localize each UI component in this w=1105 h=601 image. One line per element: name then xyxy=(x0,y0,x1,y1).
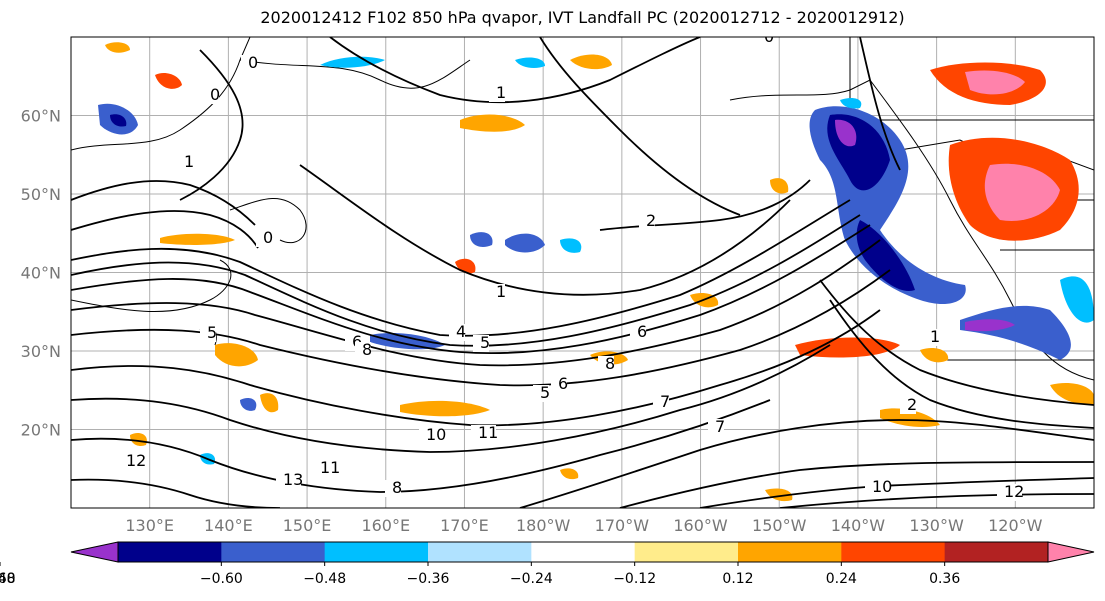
contour-label: 0 xyxy=(248,53,258,72)
contour-label: 8 xyxy=(362,340,372,359)
lon-label: 140°E xyxy=(204,516,253,535)
lon-label: 160°E xyxy=(361,516,410,535)
gridlines xyxy=(71,37,1094,508)
contour-label: 1 xyxy=(496,282,506,301)
colorbar-box xyxy=(738,542,842,562)
contour-label: 7 xyxy=(715,417,725,436)
colorbar-box xyxy=(324,542,429,562)
lon-label: 130°W xyxy=(909,516,964,535)
longitude-labels: 130°E 140°E 150°E 160°E 170°E 180°W 170°W 160°W… xyxy=(125,516,1042,535)
lon-label: 120°W xyxy=(988,516,1043,535)
contour-label: 4 xyxy=(456,322,466,341)
lon-label: 150°E xyxy=(283,516,332,535)
colorbar-box xyxy=(634,542,739,562)
contour-label: 8 xyxy=(392,478,402,497)
latitude-labels: 60°N 50°N 40°N 30°N 20°N xyxy=(21,107,61,440)
colorbar-tick-label: −0.60 xyxy=(200,571,243,587)
contour-label: 1 xyxy=(184,152,194,171)
contour-label: 12 xyxy=(1004,482,1024,501)
contour-label: 2 xyxy=(907,395,917,414)
contour-label: 5 xyxy=(207,323,217,342)
contour-label: 6 xyxy=(558,374,568,393)
contour-label: 11 xyxy=(478,423,498,442)
colorbar-extend-high xyxy=(1047,541,1095,563)
contour-label: 2 xyxy=(646,211,656,230)
lon-label: 160°W xyxy=(673,516,728,535)
lon-label: 130°E xyxy=(125,516,174,535)
lat-label: 50°N xyxy=(21,185,61,204)
colorbar-box xyxy=(118,542,222,562)
colorbar-tick-label: 0.60 xyxy=(0,571,16,587)
colorbar-extend-low xyxy=(70,541,119,563)
contour-label: 8 xyxy=(605,354,615,373)
contour-label: 6 xyxy=(637,322,647,341)
contour-label: 5 xyxy=(540,383,550,402)
contour-label: 12 xyxy=(126,451,146,470)
contour-label: 10 xyxy=(872,477,892,496)
contour-label: 6 xyxy=(352,332,362,351)
lat-label: 40°N xyxy=(21,264,61,283)
colorbar-tick-label: 0.48 xyxy=(0,571,16,587)
contour-label: 11 xyxy=(320,458,340,477)
lat-label: 60°N xyxy=(21,107,61,126)
colorbar-box xyxy=(944,542,1049,562)
contour-label: 13 xyxy=(283,470,303,489)
colorbar-tick-label: 0.12 xyxy=(722,571,753,587)
colorbar-box xyxy=(841,542,946,562)
lon-label: 140°W xyxy=(831,516,886,535)
colorbar-tick-label: 0.36 xyxy=(929,571,960,587)
lon-label: 170°E xyxy=(440,516,489,535)
contour-label: 1 xyxy=(496,83,506,102)
colorbar-tick-label: 0.24 xyxy=(826,571,857,587)
colorbar-tick-label: −0.36 xyxy=(407,571,450,587)
contour-label: 7 xyxy=(660,392,670,411)
colorbar-box xyxy=(531,542,636,562)
lat-label: 20°N xyxy=(21,421,61,440)
colorbar-tick-label: −0.12 xyxy=(613,571,656,587)
contour-label: 0 xyxy=(263,228,273,247)
contour-label: 0 xyxy=(764,27,774,46)
contour-label: 5 xyxy=(480,333,490,352)
contour-label: 10 xyxy=(426,425,446,444)
colorbar-tick-label: −0.24 xyxy=(510,571,553,587)
colorbar-box xyxy=(221,542,326,562)
positive-anomaly-shading xyxy=(105,42,1094,502)
colorbar-box xyxy=(428,542,532,562)
plot-frame xyxy=(70,36,1095,509)
map-title: 2020012412 F102 850 hPa qvapor, IVT Land… xyxy=(260,8,905,27)
negative-anomaly-shading xyxy=(98,56,1094,465)
colorbar-tick-label: −0.48 xyxy=(303,571,346,587)
colorbar: −0.60 −0.48 −0.36 −0.24 −0.12 0.12 0.24 0.36 0.4… xyxy=(0,541,1095,587)
lon-label: 180°W xyxy=(516,516,571,535)
contour-label: 1 xyxy=(930,327,940,346)
lat-label: 30°N xyxy=(21,342,61,361)
lon-label: 170°W xyxy=(595,516,650,535)
lon-label: 150°W xyxy=(752,516,807,535)
contour-label: 0 xyxy=(210,85,220,104)
